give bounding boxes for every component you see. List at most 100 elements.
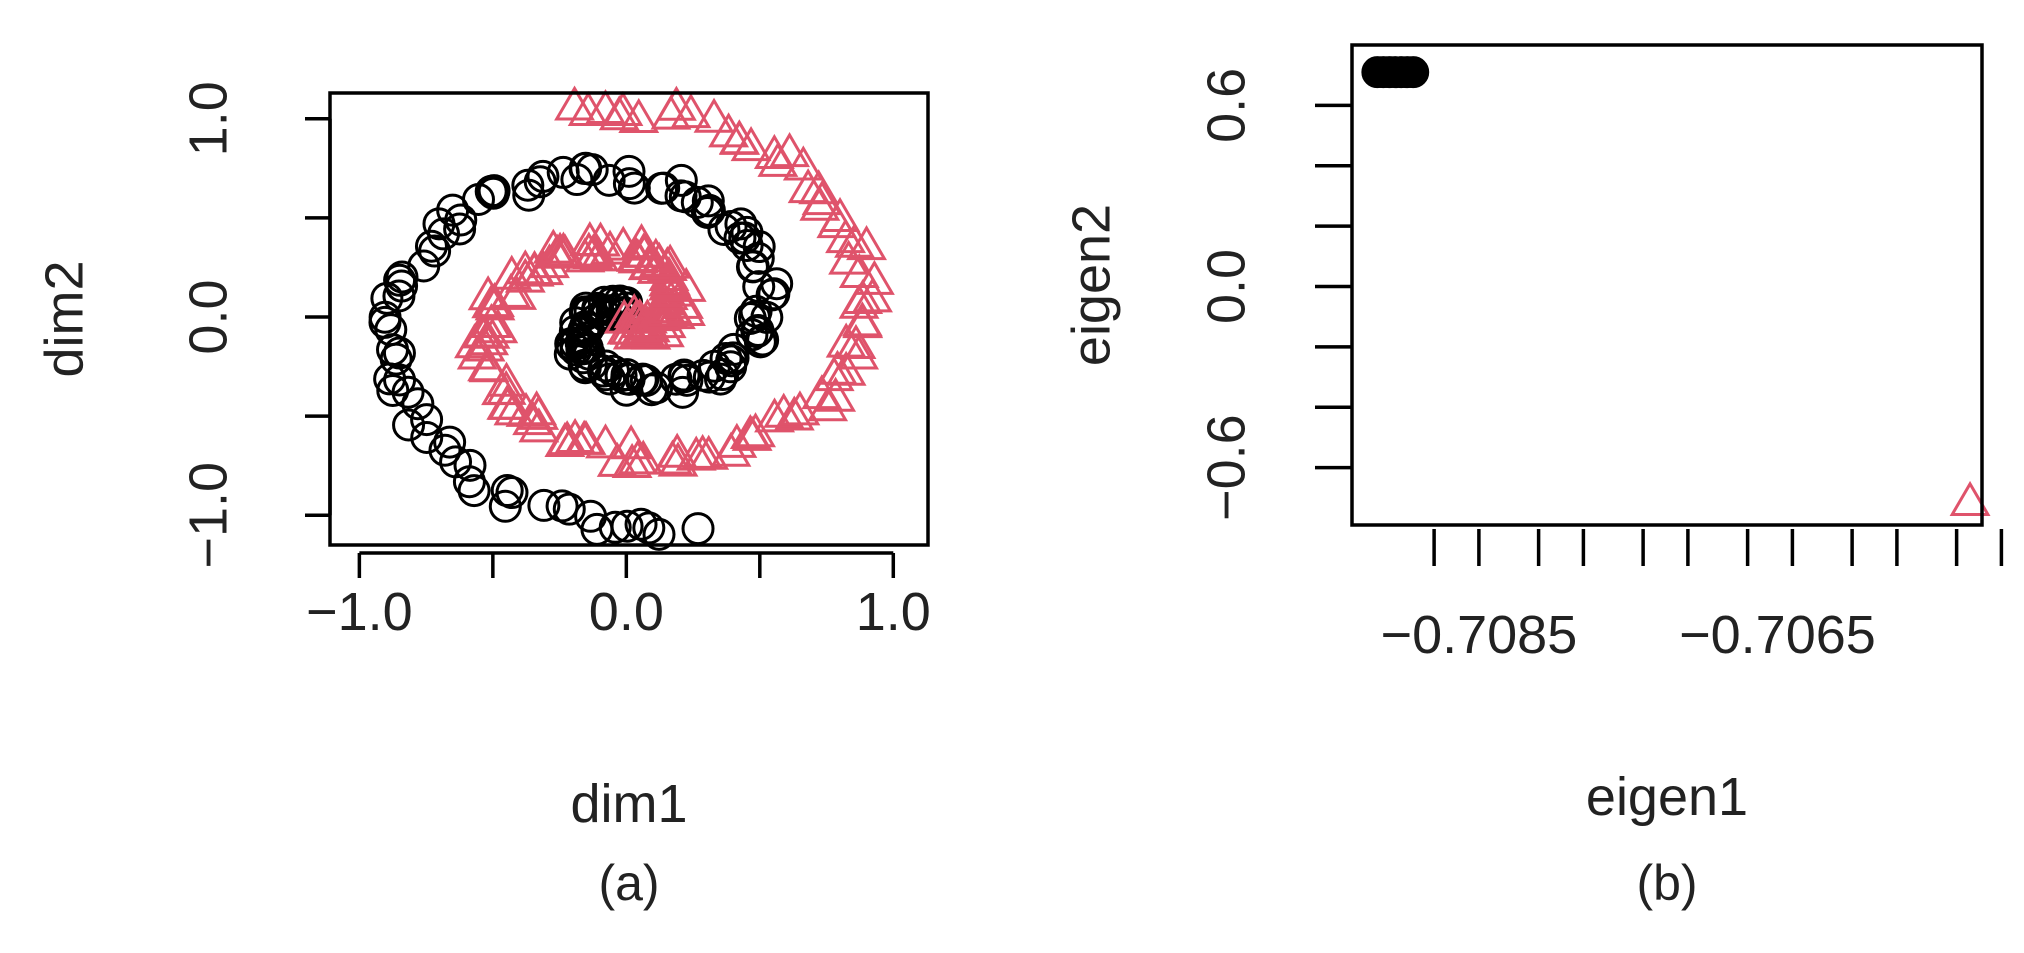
data-point-triangle bbox=[470, 302, 512, 339]
panel-b-scatter: −0.7085 −0.7065 −0.60.00.6 eigen1 eigen2 … bbox=[1061, 43, 2004, 911]
data-point-triangle bbox=[464, 326, 506, 362]
data-point-circle bbox=[681, 512, 715, 546]
data-point-triangle bbox=[763, 392, 805, 428]
data-point-circle bbox=[564, 326, 598, 360]
data-point-circle bbox=[617, 171, 651, 205]
data-point-triangle bbox=[642, 294, 684, 330]
x-tick-label: −1.0 bbox=[306, 582, 413, 642]
data-point-circle bbox=[401, 387, 435, 421]
data-point-circle bbox=[457, 474, 491, 508]
data-point-circle bbox=[495, 476, 529, 510]
data-point-triangle bbox=[656, 432, 698, 468]
data-point-triangle bbox=[819, 196, 861, 232]
data-point-triangle bbox=[719, 119, 760, 155]
data-point-triangle bbox=[1949, 480, 1991, 516]
data-point-triangle bbox=[657, 441, 699, 477]
data-point-triangle bbox=[650, 288, 692, 324]
data-point-circle bbox=[760, 267, 794, 301]
data-point-circle bbox=[610, 509, 644, 543]
y-tick-label: 0.6 bbox=[1196, 68, 1256, 143]
data-point-triangle bbox=[815, 376, 857, 412]
data-point-triangle bbox=[486, 384, 528, 420]
data-point-circle bbox=[376, 374, 410, 408]
data-point-circle bbox=[642, 517, 676, 551]
data-point-triangle bbox=[618, 97, 660, 133]
data-point-triangle bbox=[693, 97, 735, 133]
data-point-circle bbox=[612, 167, 646, 201]
data-point-triangle bbox=[621, 223, 662, 259]
data-point-triangle bbox=[568, 231, 610, 267]
data-point-triangle bbox=[490, 272, 532, 308]
panel-a-x-axis-title: dim1 bbox=[570, 774, 687, 834]
data-point-triangle bbox=[842, 303, 884, 339]
data-point-circle bbox=[410, 420, 444, 454]
panel-a-x-axis: −1.0 0.0 1.0 bbox=[306, 551, 931, 642]
data-point-circle bbox=[691, 184, 725, 218]
panel-a-y-axis-title: dim2 bbox=[34, 260, 94, 377]
data-point-triangle bbox=[544, 233, 586, 269]
data-point-circle bbox=[670, 363, 704, 397]
x-tick-label: 0.0 bbox=[589, 582, 664, 642]
data-point-circle bbox=[723, 221, 757, 255]
data-point-triangle bbox=[602, 225, 644, 261]
panel-a-points bbox=[368, 85, 895, 551]
data-point-triangle bbox=[518, 394, 560, 430]
data-point-circle bbox=[443, 212, 477, 246]
panel-b-points bbox=[1361, 56, 1991, 516]
data-point-triangle bbox=[554, 85, 595, 121]
data-point-circle bbox=[568, 295, 602, 329]
data-point-circle bbox=[433, 425, 467, 459]
data-point-circle bbox=[735, 250, 769, 284]
panel-b-y-axis-title: eigen2 bbox=[1061, 204, 1121, 366]
y-tick-label: −1.0 bbox=[178, 462, 238, 569]
x-tick-label: −0.7085 bbox=[1381, 605, 1578, 665]
panel-b-y-axis: −0.6 0.0 0.6 bbox=[1196, 68, 1352, 521]
panel-b-x-axis: −0.7085 −0.7065 bbox=[1381, 529, 2004, 665]
data-point-triangle bbox=[825, 322, 867, 358]
data-point-triangle bbox=[807, 386, 849, 422]
data-point-triangle bbox=[565, 419, 607, 455]
data-point-triangle bbox=[730, 126, 772, 162]
data-point-triangle bbox=[650, 94, 692, 130]
y-tick-label: 0.0 bbox=[178, 279, 238, 354]
data-point-triangle bbox=[842, 278, 884, 315]
panel-a-caption: (a) bbox=[598, 855, 659, 911]
data-point-circle bbox=[391, 375, 425, 409]
data-point-circle bbox=[716, 341, 750, 375]
data-point-circle bbox=[568, 332, 602, 366]
panel-b-plot-frame bbox=[1350, 43, 1984, 527]
data-point-circle bbox=[410, 403, 444, 437]
data-point-triangle bbox=[801, 180, 843, 216]
data-point-triangle bbox=[688, 434, 730, 470]
data-point-triangle bbox=[610, 424, 652, 460]
data-point-circle bbox=[512, 178, 546, 212]
data-point-triangle bbox=[647, 275, 689, 311]
data-point-triangle bbox=[585, 423, 626, 459]
data-point-circle bbox=[664, 163, 698, 197]
data-point-triangle bbox=[496, 274, 538, 310]
data-point-triangle bbox=[852, 277, 893, 313]
x-tick-label: 1.0 bbox=[856, 582, 931, 642]
data-point-triangle bbox=[731, 415, 773, 451]
data-point-triangle bbox=[512, 400, 554, 436]
data-point-circle bbox=[690, 195, 724, 229]
data-point-circle bbox=[527, 488, 561, 522]
panel-a-scatter: −1.0 0.0 1.0 −1.0 0.0 1.0 dim1 dim2 (a) bbox=[34, 81, 931, 911]
data-point-circle bbox=[667, 360, 701, 394]
data-point-filled-circle bbox=[1397, 56, 1430, 89]
panel-b-caption: (b) bbox=[1636, 855, 1697, 911]
y-tick-label: 1.0 bbox=[178, 81, 238, 156]
data-point-circle bbox=[587, 354, 621, 388]
data-point-triangle bbox=[554, 417, 596, 453]
data-point-circle bbox=[453, 448, 487, 482]
data-point-triangle bbox=[782, 145, 824, 181]
data-point-circle bbox=[427, 217, 461, 251]
data-point-circle bbox=[392, 408, 426, 442]
data-point-triangle bbox=[773, 395, 815, 431]
data-point-triangle bbox=[853, 259, 895, 295]
data-point-triangle bbox=[838, 334, 880, 370]
data-point-circle bbox=[546, 155, 580, 189]
data-point-circle bbox=[379, 342, 413, 376]
data-point-triangle bbox=[611, 442, 653, 478]
data-point-triangle bbox=[617, 238, 659, 274]
